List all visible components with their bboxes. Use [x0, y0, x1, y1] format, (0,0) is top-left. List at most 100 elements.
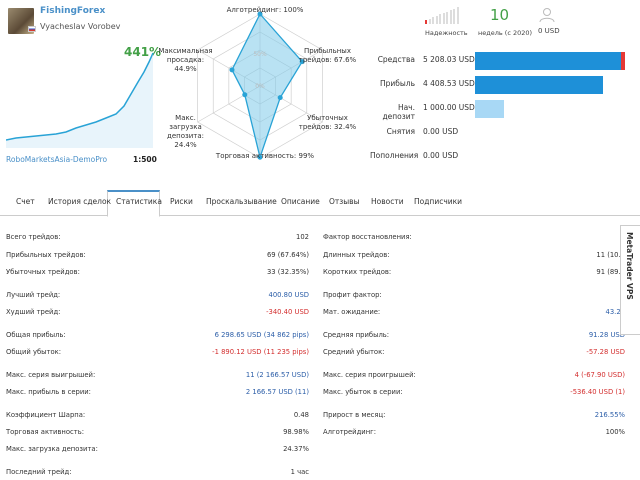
- stat-label: Средний убыток:: [323, 348, 385, 356]
- stat-row: Лучший трейд: 400.80 USD: [6, 291, 309, 301]
- radar-label-max-load: Макс. загрузка депозита: 24.4%: [166, 114, 204, 149]
- stat-label: Средняя прибыль:: [323, 331, 390, 339]
- account-bar-label: Прибыль: [379, 79, 415, 88]
- tab-description[interactable]: Описание: [281, 197, 320, 206]
- author-name[interactable]: Vyacheslav Vorobev: [40, 22, 121, 31]
- account-bar-value: 4 408.53 USD: [423, 79, 475, 88]
- growth-chart: [6, 52, 154, 148]
- stat-row: Худший трейд: -340.40 USD: [6, 308, 309, 318]
- stat-row: Макс. прибыль в серии: 2 166.57 USD (11): [6, 388, 309, 398]
- radar-label-loss-trades: Убыточных трейдов: 32.4%: [298, 114, 357, 131]
- account-bar-row: Средства 5 208.03 USD: [370, 52, 630, 70]
- stat-value: 91.28 USD: [588, 331, 625, 339]
- stat-label: Макс. серия проигрышей:: [323, 371, 416, 379]
- weeks-label: недель (с 2020): [478, 29, 533, 37]
- radar-svg: [197, 11, 323, 160]
- stat-row: Всего трейдов: 102: [6, 233, 309, 243]
- reliability-bar: [449, 10, 452, 24]
- stat-row: Общий убыток: -1 890.12 USD (11 235 pips): [6, 348, 309, 358]
- reliability-bar: [446, 11, 448, 24]
- reliability-bar: [425, 20, 427, 24]
- stat-label: Макс. серия выигрышей:: [6, 371, 96, 379]
- account-bar-label: Нач. депозит: [382, 103, 415, 121]
- radar-point-profit_trades: [299, 59, 305, 65]
- reliability-bar: [456, 7, 459, 24]
- stat-label: Торговая активность:: [6, 428, 85, 436]
- reliability-bar: [439, 14, 441, 24]
- stat-value: 11 (10.7: [596, 251, 625, 259]
- account-bar-label: Средства: [377, 55, 415, 64]
- statistics-panel: Всего трейдов: 102 Прибыльных трейдов: 69 (…: [0, 225, 640, 480]
- stat-label: Прирост в месяц:: [323, 411, 386, 419]
- reliability-label: Надежность: [425, 29, 468, 37]
- radar-point-loss_trades: [277, 95, 283, 101]
- tab-account[interactable]: Счет: [16, 197, 35, 206]
- stat-label: Макс. прибыль в серии:: [6, 388, 91, 396]
- reliability-bar: [442, 13, 445, 24]
- tab-trade-history[interactable]: История сделок: [48, 197, 112, 206]
- account-bar-fill: [475, 76, 603, 94]
- stat-row: Коротких трейдов: 91 (89.2: [323, 268, 625, 278]
- account-bar-value: 1 000.00 USD: [423, 103, 475, 112]
- radar-chart: Алготрейдинг: 100% Прибыльных трейдов: 6…: [155, 0, 370, 175]
- reliability-bar: [432, 17, 434, 24]
- tab-slippage[interactable]: Проскальзывание: [206, 197, 277, 206]
- account-bar-value: 5 208.03 USD: [423, 55, 475, 64]
- radar-point-max_load: [242, 92, 248, 98]
- radar-label-max-drawdown: Максимальная просадка: 44.9%: [158, 47, 213, 73]
- account-bar-label: Пополнения: [370, 151, 419, 160]
- signal-name[interactable]: FishingForex: [40, 6, 106, 16]
- tab-statistics[interactable]: Статистика: [116, 197, 162, 206]
- tab-subscribers[interactable]: Подписчики: [414, 197, 463, 206]
- stat-row: Коэффициент Шарпа: 0.48: [6, 411, 309, 421]
- reliability-bar: [428, 18, 431, 24]
- reliability-bars: [425, 6, 461, 24]
- reliability-bar: [453, 8, 455, 24]
- stat-label: Худший трейд:: [6, 308, 61, 316]
- account-bar-label: Снятия: [386, 127, 415, 136]
- account-bar-fill: [475, 100, 504, 118]
- stat-row: Макс. серия выигрышей: 11 (2 166.57 USD): [6, 371, 309, 381]
- stat-label: Длинных трейдов:: [323, 251, 390, 259]
- stat-label: Всего трейдов:: [6, 233, 61, 241]
- stat-row: Торговая активность: 98.98%: [6, 428, 309, 438]
- subscribers-value: 0 USD: [538, 27, 560, 35]
- stat-row: Длинных трейдов: 11 (10.7: [323, 251, 625, 261]
- stat-label: Макс. загрузка депозита:: [6, 445, 98, 453]
- metatrader-vps-button[interactable]: MetaTrader VPS: [620, 225, 640, 335]
- broker-server[interactable]: RoboMarketsAsia-DemoPro: [6, 155, 108, 164]
- stat-value: 98.98%: [283, 428, 309, 436]
- stat-value: -57.28 USD: [586, 348, 625, 356]
- tab-news[interactable]: Новости: [371, 197, 404, 206]
- stat-row: Средний убыток: -57.28 USD: [323, 348, 625, 358]
- stat-value: 100%: [605, 428, 625, 436]
- radar-grid-0: 0%: [255, 83, 265, 90]
- tab-bar: Счет История сделок Статистика Риски Про…: [0, 190, 640, 217]
- account-bar-value: 0.00 USD: [423, 127, 459, 136]
- account-bar-row: Прибыль 4 408.53 USD: [370, 76, 630, 94]
- stat-row: Общая прибыль: 6 298.65 USD (34 862 pips): [6, 331, 309, 341]
- stat-row: Средняя прибыль: 91.28 USD: [323, 331, 625, 341]
- russia-flag-icon: [28, 26, 36, 32]
- tab-risks[interactable]: Риски: [170, 197, 193, 206]
- stat-value: 400.80 USD: [268, 291, 309, 299]
- stat-row: Макс. убыток в серии: -536.40 USD (1): [323, 388, 625, 398]
- account-bar-row: Снятия 0.00 USD: [370, 124, 630, 140]
- tab-reviews[interactable]: Отзывы: [329, 197, 360, 206]
- account-bar-row: Пополнения 0.00 USD: [370, 148, 630, 164]
- account-bar-row: Нач. депозит 1 000.00 USD: [370, 100, 630, 121]
- stat-value: 24.37%: [283, 445, 309, 453]
- stat-label: Общая прибыль:: [6, 331, 66, 339]
- stat-row: Алготрейдинг: 100%: [323, 428, 625, 438]
- radar-label-activity: Торговая активность: 99%: [215, 152, 315, 160]
- growth-line: [6, 52, 154, 141]
- account-bar-value: 0.00 USD: [423, 151, 459, 160]
- stat-value: -536.40 USD (1): [570, 388, 625, 396]
- stat-row: Убыточных трейдов: 33 (32.35%): [6, 268, 309, 278]
- radar-grid-50: 50%: [253, 51, 267, 58]
- stat-label: Убыточных трейдов:: [6, 268, 80, 276]
- stat-value: 91 (89.2: [596, 268, 625, 276]
- stat-row: Последний трейд: 1 час: [6, 468, 309, 478]
- stat-row: Мат. ожидание: 43.22: [323, 308, 625, 318]
- stat-label: Фактор восстановления:: [323, 233, 412, 241]
